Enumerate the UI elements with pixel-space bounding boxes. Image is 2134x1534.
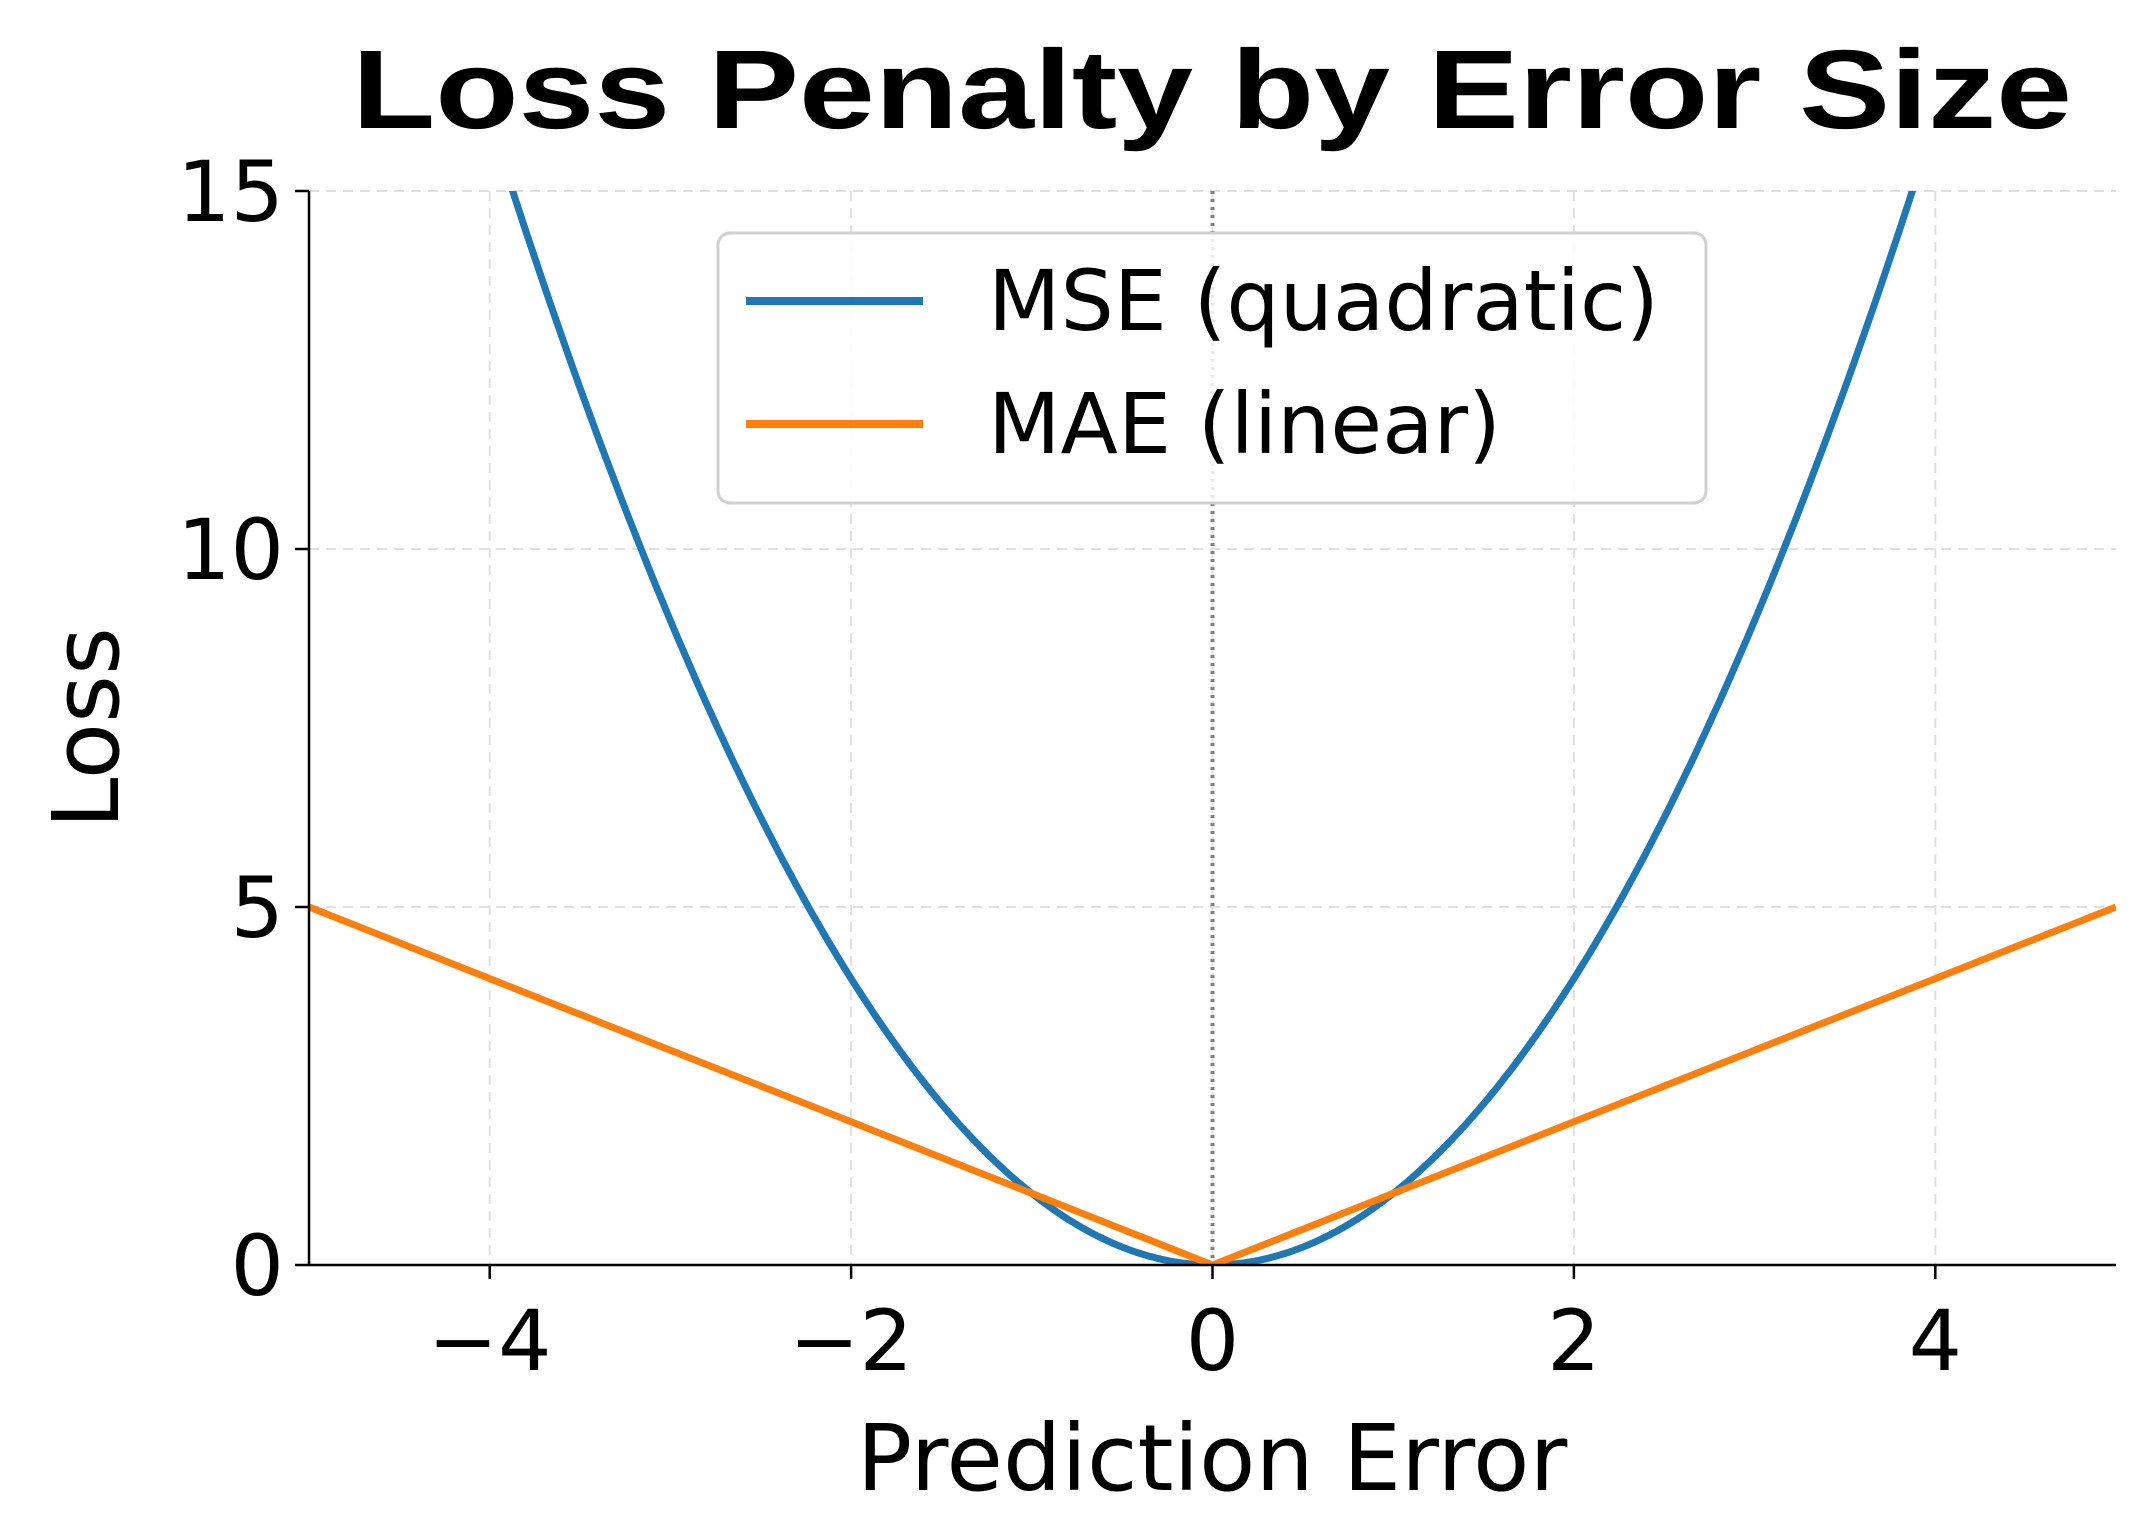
legend-box [716, 231, 1708, 505]
legend: MSE (quadratic) MAE (linear) [716, 231, 1708, 505]
ticks: −4 −2 0 2 4 0 5 10 15 [177, 143, 1962, 1390]
series-group [309, 191, 2116, 1265]
x-tick-label: −4 [428, 1292, 552, 1390]
chart-title: Loss Penalty by Error Size [352, 27, 2072, 152]
legend-label-mae: MAE (linear) [988, 375, 1501, 473]
x-axis-label: Prediction Error [857, 1405, 1568, 1512]
x-tick-label: −2 [789, 1292, 913, 1390]
x-tick-label: 4 [1909, 1292, 1962, 1390]
y-tick-label: 5 [231, 859, 284, 957]
y-tick-label: 10 [177, 501, 284, 599]
y-tick-label: 0 [231, 1217, 284, 1315]
series-line-mse [508, 191, 1917, 1265]
y-axis-label: Loss [33, 627, 140, 829]
x-tick-label: 2 [1547, 1292, 1600, 1390]
legend-label-mse: MSE (quadratic) [988, 252, 1659, 350]
y-tick-label: 15 [177, 143, 284, 241]
x-tick-label: 0 [1186, 1292, 1239, 1390]
series-line-mae [309, 903, 2116, 1265]
